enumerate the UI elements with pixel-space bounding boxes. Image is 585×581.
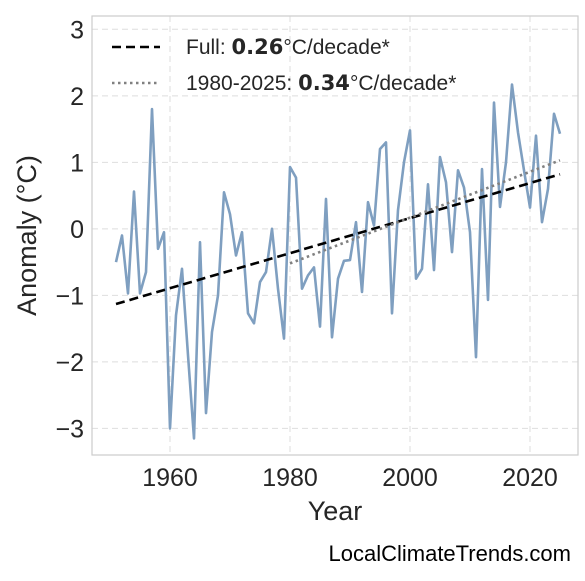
y-tick-label: 0 <box>70 216 84 244</box>
y-tick-label: −1 <box>55 282 84 310</box>
legend-entry-label: 1980-2025: 0.34°C/decade* <box>186 71 456 95</box>
series-layer <box>114 83 562 440</box>
full-trend-line <box>115 173 561 306</box>
plot-frame <box>91 15 579 456</box>
recent-trend-line <box>289 159 561 265</box>
x-tick-label: 1960 <box>142 464 198 492</box>
x-tick-label: 1980 <box>262 464 318 492</box>
y-tick-label: 1 <box>70 149 84 177</box>
legend: Full: 0.26°C/decade* 1980-2025: 0.34°C/de… <box>112 35 456 95</box>
x-tick-label: 2020 <box>502 464 558 492</box>
y-tick-label: 2 <box>70 83 84 111</box>
tick-labels: 1960 1980 2000 2020 3 2 1 0 −1 −2 −3 <box>55 16 557 492</box>
y-tick-label: −3 <box>55 415 84 443</box>
source-credit: LocalClimateTrends.com <box>328 541 572 566</box>
x-axis-label: Year <box>308 496 363 526</box>
y-tick-label: −2 <box>55 349 84 377</box>
x-tick-label: 2000 <box>382 464 438 492</box>
legend-entry-label: Full: 0.26°C/decade* <box>186 35 390 59</box>
anomaly-series-line <box>114 83 562 440</box>
y-tick-label: 3 <box>70 16 84 44</box>
y-axis-label: Anomaly (°C) <box>12 155 42 316</box>
